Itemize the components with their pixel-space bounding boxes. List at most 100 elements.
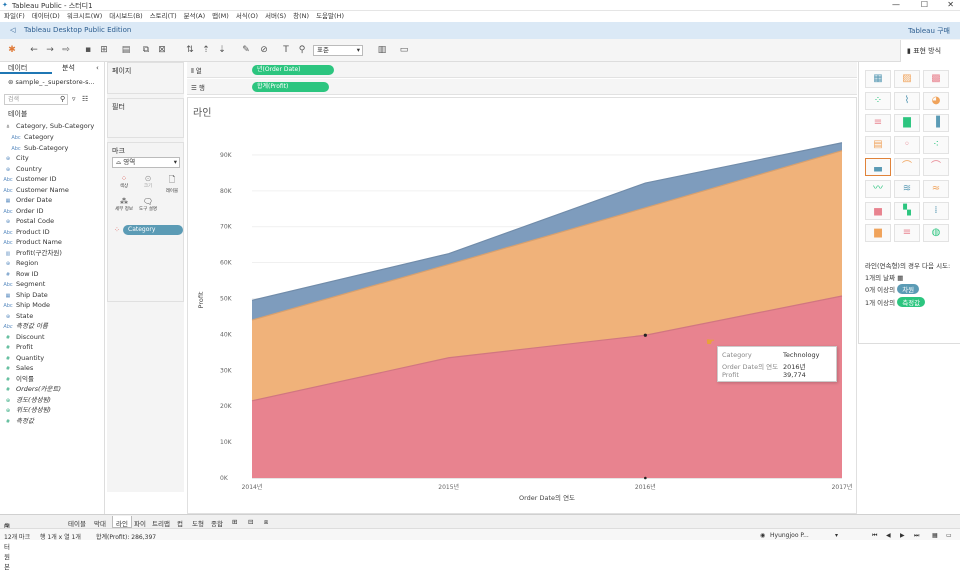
fit-select[interactable]: 표준 ▾: [313, 45, 363, 56]
search-icon[interactable]: ⚲: [60, 95, 66, 103]
labels-icon[interactable]: T: [283, 45, 289, 55]
nav-prev-icon[interactable]: ◀: [886, 532, 891, 539]
field-item[interactable]: # Discount: [0, 332, 104, 343]
area-furniture[interactable]: [252, 142, 842, 321]
new-story-tab-icon[interactable]: ⧈: [264, 518, 269, 526]
field-item[interactable]: Abc Sub-Category: [0, 143, 104, 154]
chart-type-option[interactable]: ≡: [865, 114, 891, 132]
swap-icon[interactable]: ⇅: [186, 45, 194, 55]
search-input[interactable]: 검색: [4, 94, 68, 105]
redo-icon[interactable]: →: [46, 45, 54, 55]
chart-type-option[interactable]: ▨: [894, 70, 920, 88]
new-dashboard-tab-icon[interactable]: ⊟: [248, 518, 254, 526]
view-options-icon[interactable]: ☷: [82, 95, 89, 103]
tab-sheet-cup[interactable]: 컵: [177, 520, 183, 528]
menu-story[interactable]: 스토리(T): [149, 12, 177, 20]
chart-type-option[interactable]: ▐: [923, 114, 949, 132]
area-chart[interactable]: 0K 10K 20K 30K 40K 50K 60K 70K 80K 90K 2014년 2015년…: [187, 97, 857, 514]
field-item[interactable]: Abc Category: [0, 132, 104, 143]
rows-pill[interactable]: 합계(Profit): [252, 82, 329, 92]
menu-map[interactable]: 맵(M): [212, 12, 229, 20]
maximize-button[interactable]: ☐: [920, 0, 928, 9]
field-item[interactable]: # Sales: [0, 363, 104, 374]
chart-type-option[interactable]: ⌇: [894, 92, 920, 110]
film-strip-icon[interactable]: ▭: [946, 532, 952, 539]
field-item[interactable]: Abc Customer Name: [0, 185, 104, 196]
area-series[interactable]: [251, 142, 843, 478]
highlight-icon[interactable]: ✎: [242, 45, 250, 55]
field-item[interactable]: ⊕ City: [0, 153, 104, 164]
nav-last-icon[interactable]: ⏭: [914, 532, 920, 539]
field-item[interactable]: ▥ Profit(구간차원): [0, 248, 104, 259]
sort-desc-icon[interactable]: ⇣: [218, 45, 226, 55]
field-item[interactable]: Abc Segment: [0, 279, 104, 290]
field-item[interactable]: Abc Product ID: [0, 227, 104, 238]
field-item[interactable]: # Orders(카운트): [0, 384, 104, 395]
show-cards-icon[interactable]: ▥: [377, 45, 387, 55]
tab-sheet-table[interactable]: 테이블: [68, 520, 86, 528]
chart-type-option[interactable]: ▦: [865, 70, 891, 88]
sort-asc-icon[interactable]: ⇡: [202, 45, 210, 55]
menu-help[interactable]: 도움말(H): [316, 12, 344, 20]
color-button[interactable]: ⁘ 색상: [112, 174, 136, 194]
chart-type-option[interactable]: ≋: [894, 180, 920, 198]
tab-sheet-pie[interactable]: 파이: [134, 520, 146, 528]
area-technology[interactable]: [252, 296, 842, 478]
group-icon[interactable]: ⊘: [260, 45, 268, 55]
chart-type-option[interactable]: ▇: [894, 114, 920, 132]
chart-type-option[interactable]: ◍: [923, 224, 949, 242]
save-icon[interactable]: ▪: [84, 45, 92, 55]
field-item[interactable]: # Quantity: [0, 353, 104, 364]
new-worksheet-tab-icon[interactable]: ⊞: [232, 518, 238, 526]
chart-type-option[interactable]: ▩: [923, 70, 949, 88]
filters-card[interactable]: 필터: [107, 98, 184, 138]
show-me-button[interactable]: ▮ 표현 방식: [900, 40, 960, 62]
tooltip-button[interactable]: 🗨 도구 설명: [136, 197, 160, 217]
filter-icon[interactable]: ▿: [72, 95, 76, 103]
tab-sheet-shape[interactable]: 도형: [192, 520, 204, 528]
menu-data[interactable]: 데이터(D): [31, 12, 60, 20]
field-item[interactable]: ⊕ State: [0, 311, 104, 322]
tab-sheet-line[interactable]: 라인: [112, 516, 132, 528]
hierarchy-item[interactable]: ⋔ Category, Sub-Category: [0, 121, 104, 132]
nav-first-icon[interactable]: ⏮: [872, 532, 878, 539]
tab-sheet-bar[interactable]: 막대: [94, 520, 106, 528]
field-item[interactable]: ⊕ 경도(생성됨): [0, 395, 104, 406]
size-button[interactable]: ⊙ 크기: [136, 174, 160, 194]
field-item[interactable]: Abc Customer ID: [0, 174, 104, 185]
chart-type-option[interactable]: ⁖: [923, 136, 949, 154]
pin-icon[interactable]: ⚲: [298, 45, 306, 55]
detail-button[interactable]: ⁂ 세부 정보: [112, 197, 136, 217]
datasource-item[interactable]: ⊜ sample_-_superstore-s...: [8, 78, 95, 86]
field-item[interactable]: ▦ Order Date: [0, 195, 104, 206]
chart-type-option[interactable]: ◕: [923, 92, 949, 110]
new-worksheet-icon[interactable]: ▤: [121, 45, 131, 55]
menu-analysis[interactable]: 분석(A): [183, 12, 206, 20]
field-item[interactable]: # 측정값: [0, 416, 104, 427]
field-item[interactable]: ⊕ Country: [0, 164, 104, 175]
menu-format[interactable]: 서식(O): [235, 12, 258, 20]
status-user[interactable]: Hyungjoo P...: [770, 532, 809, 539]
replay-icon[interactable]: ⇨: [62, 45, 70, 55]
tab-analysis[interactable]: 분석: [62, 64, 75, 72]
category-color-pill[interactable]: Category: [123, 225, 183, 235]
nav-next-icon[interactable]: ▶: [900, 532, 905, 539]
field-item[interactable]: ⊕ Region: [0, 258, 104, 269]
columns-shelf[interactable]: ⫴ 열 년(Order Date): [187, 62, 857, 78]
tab-sheet-treemap[interactable]: 트리맵: [152, 520, 170, 528]
chart-type-option[interactable]: ⁘: [865, 92, 891, 110]
menu-dashboard[interactable]: 대시보드(B): [109, 12, 143, 20]
menu-window[interactable]: 창(N): [293, 12, 310, 20]
field-item[interactable]: ⊕ Postal Code: [0, 216, 104, 227]
tableau-home-icon[interactable]: ✱: [8, 45, 16, 55]
chart-type-option[interactable]: ◦: [894, 136, 920, 154]
chart-type-option[interactable]: ⌒: [923, 158, 949, 176]
new-datasource-icon[interactable]: ⊞: [100, 45, 108, 55]
label-button[interactable]: 🗋 레이블: [160, 174, 184, 194]
clear-sheet-icon[interactable]: ⊠: [158, 45, 166, 55]
field-item[interactable]: Abc 측정값 이름: [0, 321, 104, 332]
duplicate-sheet-icon[interactable]: ⧉: [142, 45, 150, 55]
chart-type-option[interactable]: ▅: [865, 202, 891, 220]
columns-pill[interactable]: 년(Order Date): [252, 65, 334, 75]
tab-sheet-combined[interactable]: 종합: [211, 520, 223, 528]
